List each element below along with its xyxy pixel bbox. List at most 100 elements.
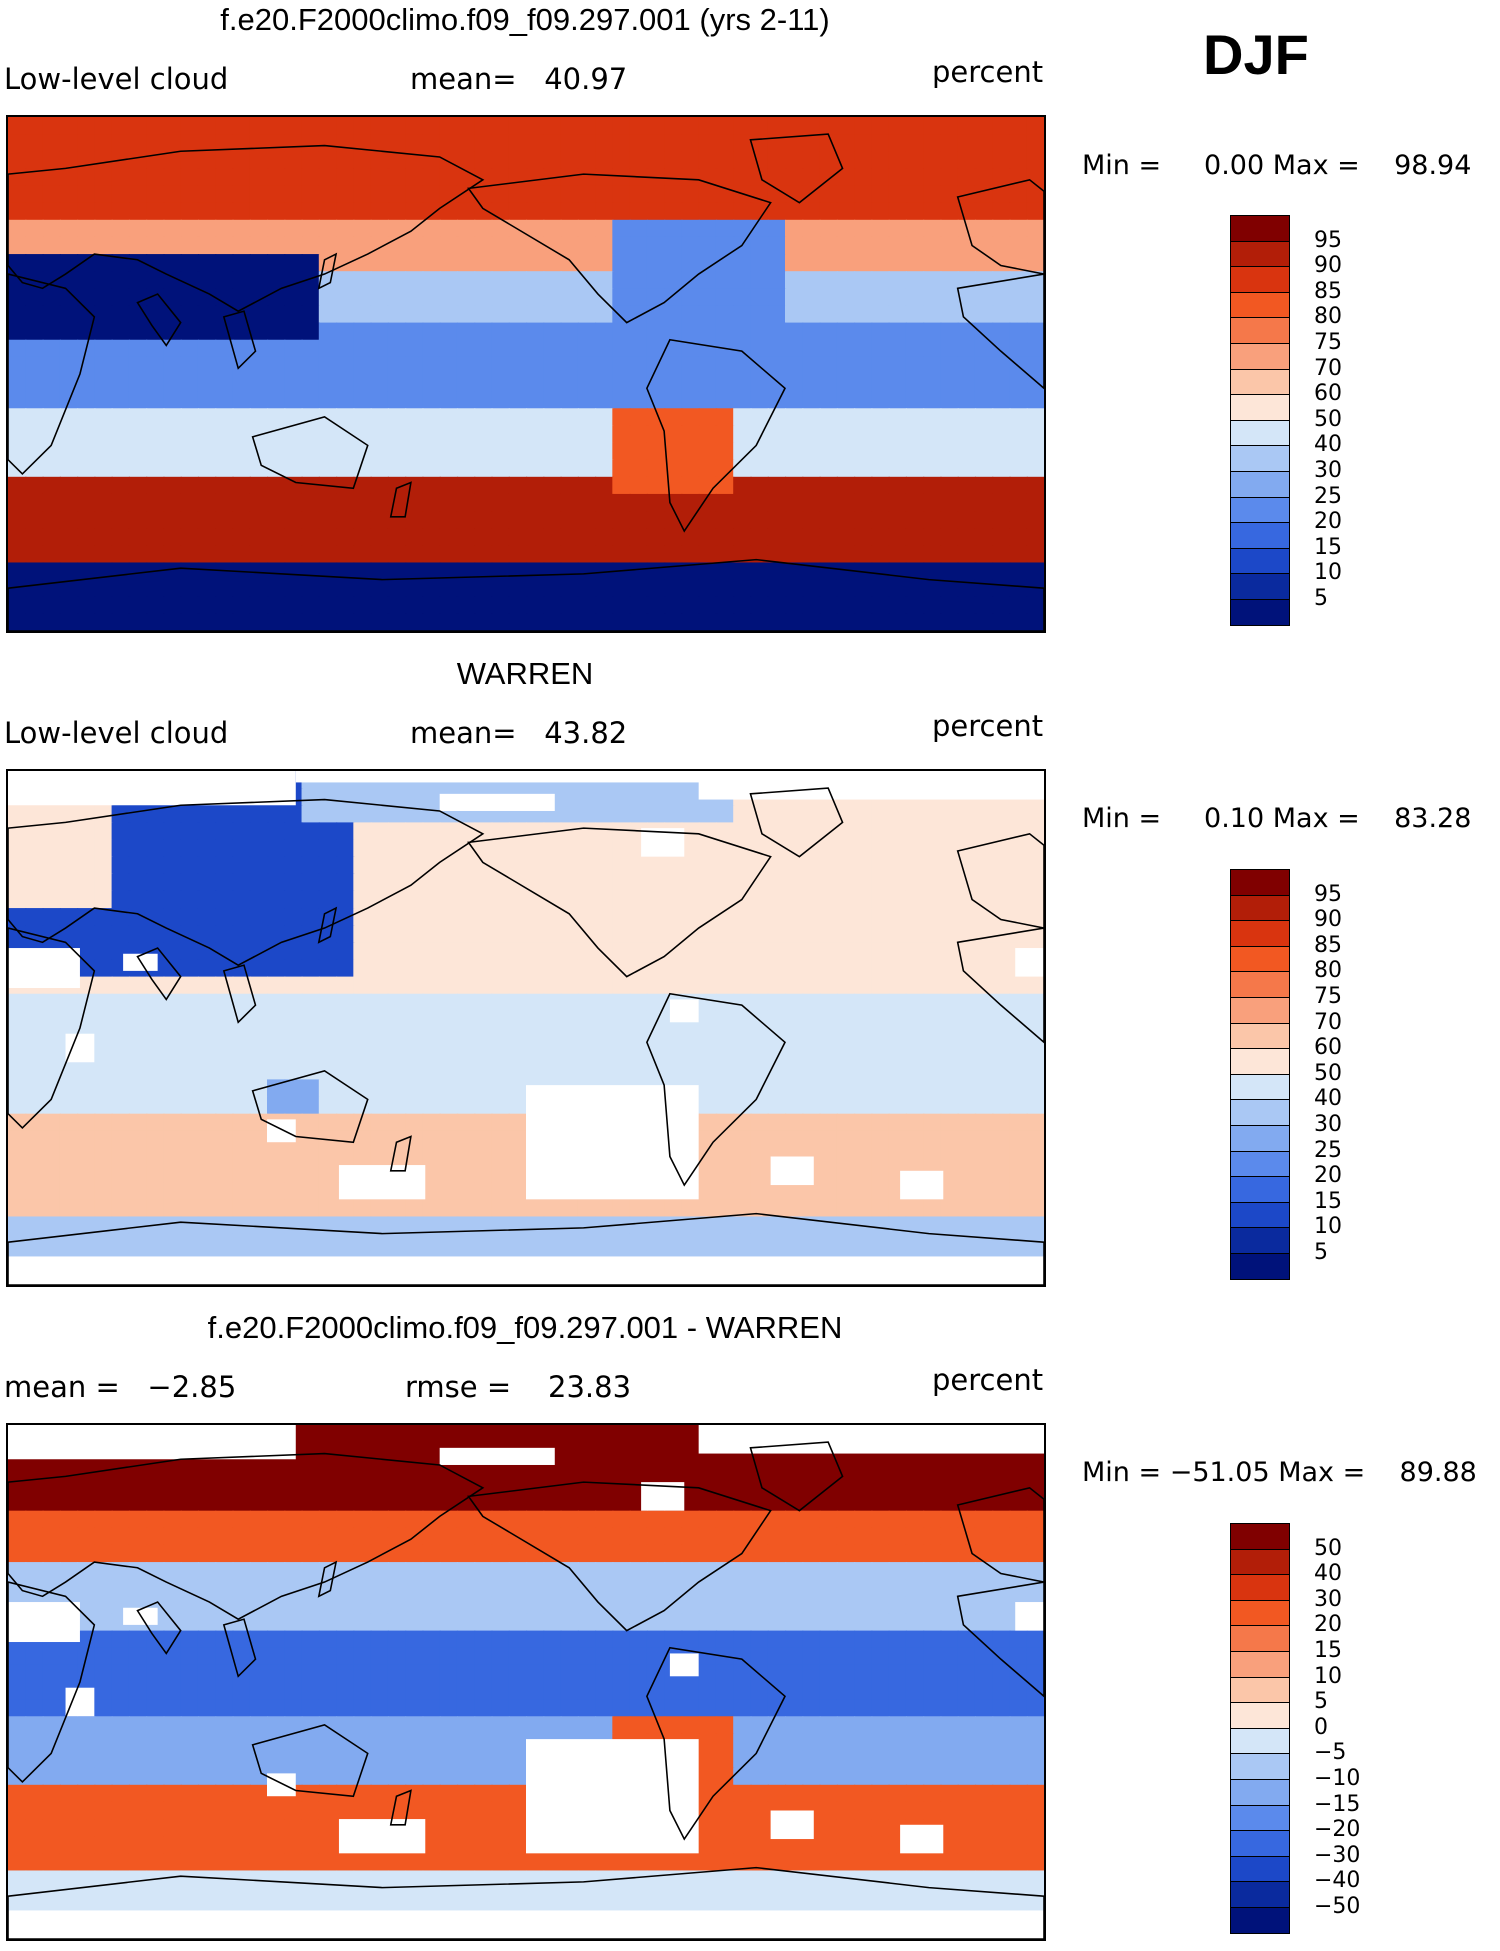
field-cells <box>8 1425 1044 1939</box>
colorbar-label: 40 <box>1314 432 1342 458</box>
colorbar-swatch <box>1230 1702 1290 1730</box>
panel-3-rmse-label: rmse = 23.83 <box>405 1370 632 1404</box>
colorbar-label: 30 <box>1314 1586 1342 1612</box>
colorbar-label: 70 <box>1314 355 1342 381</box>
colorbar-swatch <box>1230 1048 1290 1076</box>
panel-3-units-label: percent <box>932 1363 1044 1397</box>
colorbar-label: 5 <box>1314 1689 1328 1715</box>
colorbar-label: 60 <box>1314 1035 1342 1061</box>
colorbar-swatch <box>1230 894 1290 922</box>
panel-2-variable-label: Low-level cloud <box>4 716 229 750</box>
panel-1-minmax: Min = 0.00 Max = 98.94 <box>1082 150 1472 181</box>
colorbar-swatch <box>1230 343 1290 371</box>
colorbar-swatch <box>1230 1022 1290 1050</box>
colorbar-swatch <box>1230 419 1290 447</box>
colorbar-label: 50 <box>1314 406 1342 432</box>
colorbar-swatch <box>1230 1523 1290 1551</box>
colorbar-swatch <box>1230 971 1290 999</box>
colorbar-swatch <box>1230 1548 1290 1576</box>
colorbar-swatch <box>1230 445 1290 473</box>
colorbar-swatch <box>1230 1099 1290 1127</box>
colorbar-swatch <box>1230 945 1290 973</box>
coastlines <box>8 1441 1044 1939</box>
colorbar-label: 25 <box>1314 1137 1342 1163</box>
colorbar-label: −5 <box>1314 1740 1347 1766</box>
colorbar-swatch <box>1230 1753 1290 1781</box>
colorbar-label: 20 <box>1314 509 1342 535</box>
panel-2-map-svg <box>8 771 1044 1285</box>
colorbar-label: −15 <box>1314 1791 1361 1817</box>
colorbar-label: 50 <box>1314 1535 1342 1561</box>
colorbar-swatch <box>1230 1599 1290 1627</box>
colorbar-swatch <box>1230 1073 1290 1101</box>
colorbar-swatch <box>1230 266 1290 294</box>
panel-3-mean-label: mean = −2.85 <box>4 1370 237 1404</box>
colorbar-label: 75 <box>1314 330 1342 355</box>
colorbar-swatch <box>1230 522 1290 550</box>
colorbar-swatch <box>1230 1176 1290 1204</box>
panel-1-variable-label: Low-level cloud <box>4 62 229 96</box>
coastlines <box>8 133 1044 631</box>
colorbar-swatch <box>1230 1125 1290 1153</box>
field-cells <box>8 771 1044 1285</box>
colorbar-swatch <box>1230 317 1290 345</box>
colorbar-label: 40 <box>1314 1561 1342 1587</box>
colorbar-swatch <box>1230 1907 1290 1935</box>
colorbar-swatch <box>1230 1651 1290 1679</box>
panel-2-units-label: percent <box>932 709 1044 743</box>
colorbar-label: 10 <box>1314 1214 1342 1240</box>
colorbar-swatch <box>1230 291 1290 319</box>
season-label: DJF <box>1203 23 1309 86</box>
panel-1-map <box>6 115 1046 633</box>
colorbar-label: 5 <box>1314 586 1328 611</box>
panel-3-title: f.e20.F2000climo.f09_f09.297.001 - WARRE… <box>207 1310 843 1345</box>
panel-1-mean-label: mean= 40.97 <box>410 62 628 96</box>
field-cells <box>8 117 1044 631</box>
colorbar-swatch <box>1230 368 1290 396</box>
colorbar-label: 0 <box>1314 1714 1328 1740</box>
colorbar-label: 95 <box>1314 881 1342 907</box>
colorbar-swatch <box>1230 1830 1290 1858</box>
colorbar-label: −50 <box>1314 1894 1361 1919</box>
colorbar-label: 10 <box>1314 560 1342 586</box>
panel-1-units-label: percent <box>932 55 1044 89</box>
colorbar-swatch <box>1230 920 1290 948</box>
colorbar-swatch <box>1230 215 1290 243</box>
panel-2-title: WARREN <box>456 656 594 691</box>
colorbar-swatch <box>1230 1150 1290 1178</box>
colorbar-label: 30 <box>1314 458 1342 483</box>
panel-2-map <box>6 769 1046 1287</box>
colorbar-label: 75 <box>1314 984 1342 1009</box>
panel-3-minmax: Min = −51.05 Max = 89.88 <box>1082 1457 1477 1488</box>
colorbar-label: 90 <box>1314 907 1342 933</box>
colorbar-label: 40 <box>1314 1086 1342 1112</box>
colorbar-label: 95 <box>1314 227 1342 253</box>
panel-3-map-svg <box>8 1425 1044 1939</box>
colorbar-swatch <box>1230 1804 1290 1832</box>
colorbar-label: 90 <box>1314 253 1342 279</box>
panel-2-mean-label: mean= 43.82 <box>410 716 628 750</box>
colorbar-swatch <box>1230 599 1290 627</box>
colorbar-label: 85 <box>1314 932 1342 958</box>
colorbar-label: 60 <box>1314 381 1342 407</box>
colorbar-label: −40 <box>1314 1868 1361 1894</box>
colorbar-label: 25 <box>1314 483 1342 509</box>
colorbar-label: 50 <box>1314 1060 1342 1086</box>
colorbar-swatch <box>1230 240 1290 268</box>
colorbar-swatch <box>1230 496 1290 524</box>
colorbar-swatch <box>1230 573 1290 601</box>
colorbar-swatch <box>1230 1227 1290 1255</box>
colorbar-label: −20 <box>1314 1817 1361 1843</box>
panel-2-minmax: Min = 0.10 Max = 83.28 <box>1082 803 1472 834</box>
colorbar-label: 70 <box>1314 1009 1342 1035</box>
missing-data-regions <box>8 771 1044 1285</box>
colorbar-label: 30 <box>1314 1112 1342 1137</box>
panel-3-map <box>6 1423 1046 1941</box>
colorbar-swatch <box>1230 394 1290 422</box>
colorbar-label: 80 <box>1314 958 1342 984</box>
colorbar-swatch <box>1230 1855 1290 1883</box>
panel-1-map-svg <box>8 117 1044 631</box>
colorbar-swatch <box>1230 997 1290 1025</box>
colorbar-swatch <box>1230 471 1290 499</box>
colorbar-label: −10 <box>1314 1766 1361 1791</box>
